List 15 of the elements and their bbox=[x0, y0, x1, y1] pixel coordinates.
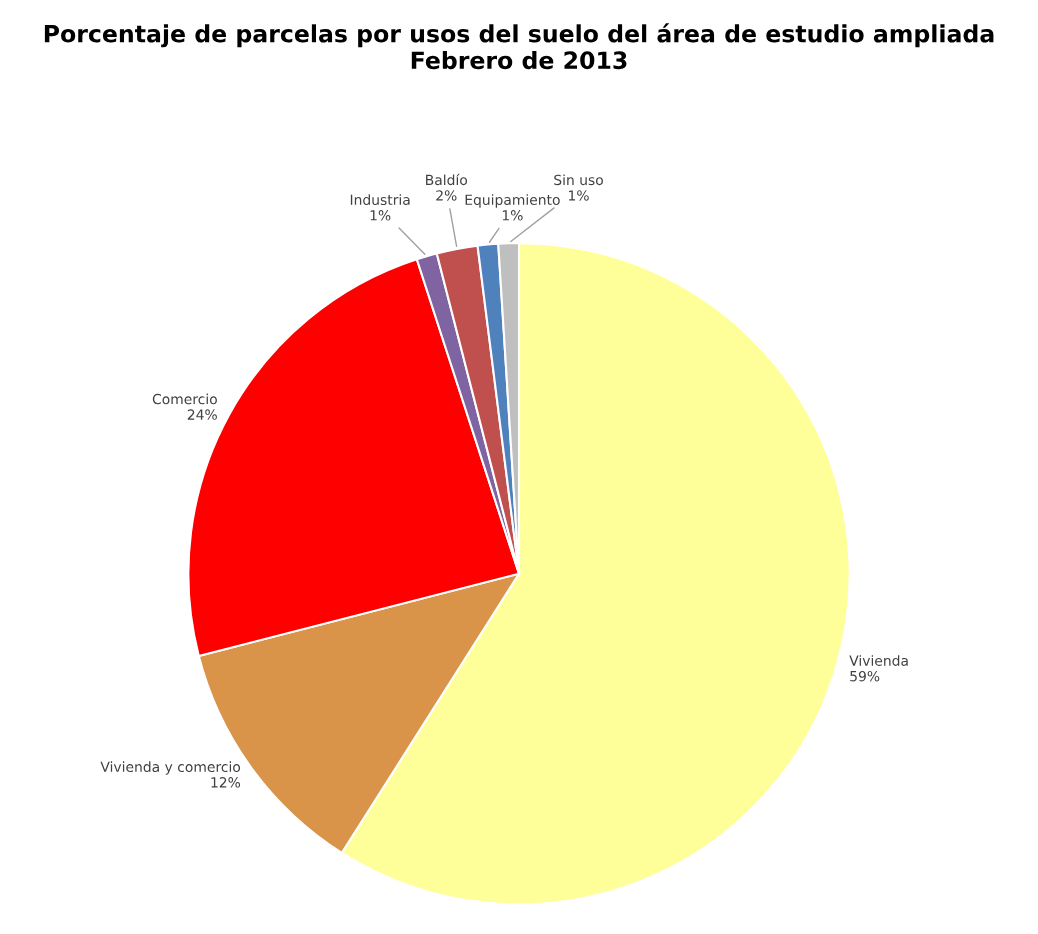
data-label: 1% bbox=[370, 210, 391, 221]
slice-label: Vivienda y comercio bbox=[100, 761, 241, 775]
slice-label: Industria bbox=[350, 194, 410, 205]
data-label: 1% bbox=[502, 210, 523, 221]
data-label: 1% bbox=[569, 190, 589, 201]
slice-label: Sin uso bbox=[554, 174, 603, 186]
slice-label: Vivienda bbox=[849, 655, 908, 666]
data-label: 59% bbox=[850, 670, 880, 682]
slice-label: Equipamiento bbox=[465, 194, 560, 208]
slice-label: Comercio bbox=[152, 393, 217, 405]
data-label: 2% bbox=[436, 190, 457, 201]
chart-title: Porcentaje de parcelas por usos del suelo del área de estudio ampliada Febrero de 2013 bbox=[44, 23, 994, 70]
data-label: 24% bbox=[187, 409, 217, 420]
data-label: 12% bbox=[211, 777, 241, 788]
slice-label: Baldío bbox=[426, 173, 468, 186]
